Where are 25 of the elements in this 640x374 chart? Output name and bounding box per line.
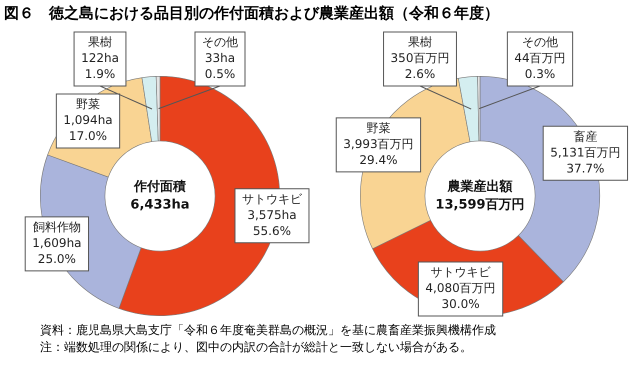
slice-label: その他 (202, 35, 238, 50)
slice-label: サトウキビ (430, 265, 492, 280)
text: 作付面積 6,433ha (130, 179, 190, 212)
text: 資料：鹿児島県大島支庁「令和６年度奄美群島の概況」を基に農畜産業振興機構作成 (40, 322, 496, 339)
slice-label: その他 (522, 35, 558, 50)
data-label: 5,131百万円 37.7% (550, 145, 621, 176)
data-label: 3,575ha 55.6% (247, 208, 297, 238)
data-label: 4,080百万円 30.0% (425, 281, 496, 312)
data-label: 1,609ha 25.0% (32, 236, 82, 266)
data-label: 33ha 0.5% (204, 51, 236, 82)
text: 農業産出額 13,599百万円 (435, 178, 525, 212)
slice-label: 飼料作物 (32, 220, 81, 234)
data-label: 1,094ha 17.0% (63, 113, 113, 144)
slice-label: 果樹 (408, 35, 432, 50)
data-label: 3,993百万円 29.4% (343, 137, 414, 168)
slice-label: 果樹 (88, 35, 112, 50)
data-label: 44百万円 0.3% (514, 51, 566, 82)
slice-label: 畜産 (573, 129, 598, 144)
slice-label: サトウキビ (242, 192, 303, 206)
data-label: 350百万円 2.6% (390, 51, 450, 82)
text: 注：端数処理の関係により、図中の内訳の合計が総計と一致しない場合がある。 (40, 339, 473, 356)
data-label: 122ha 1.9% (81, 51, 119, 82)
chart-title: 図６ 徳之島における品目別の作付面積および農業産出額（令和６年度） (4, 4, 499, 23)
slice-label: 野菜 (76, 97, 100, 112)
slice-label: 野菜 (366, 121, 390, 136)
